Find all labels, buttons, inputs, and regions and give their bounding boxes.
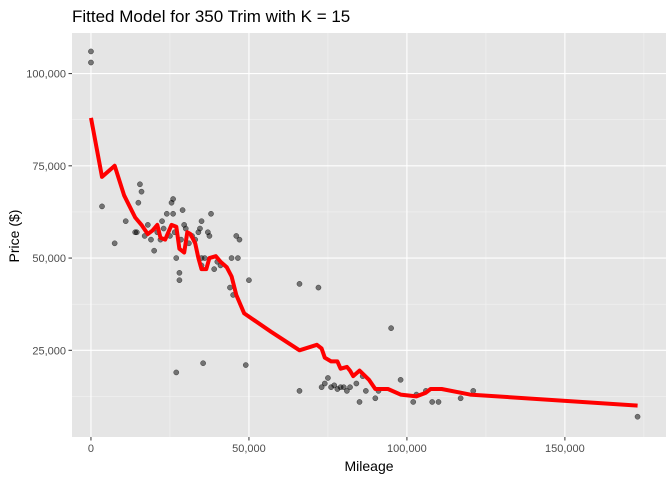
data-point xyxy=(397,376,404,383)
data-point xyxy=(197,225,203,232)
data-point xyxy=(160,225,167,232)
data-point xyxy=(99,203,105,210)
data-point xyxy=(111,240,118,247)
data-point xyxy=(176,277,183,284)
data-point xyxy=(151,247,157,254)
data-point xyxy=(122,218,129,225)
data-point xyxy=(163,210,170,217)
data-point xyxy=(353,380,360,387)
data-point xyxy=(159,218,165,225)
data-point xyxy=(133,229,140,236)
data-point xyxy=(435,399,442,405)
data-point xyxy=(236,236,243,243)
data-point xyxy=(296,388,303,394)
data-point xyxy=(372,395,379,402)
data-point xyxy=(321,380,328,387)
data-point xyxy=(179,207,186,213)
minor-gridlines xyxy=(72,33,666,437)
data-point xyxy=(388,325,394,332)
x-axis: 0 50,000 100,000 150,000 xyxy=(88,437,585,455)
x-tick-label: 150,000 xyxy=(545,443,585,455)
fitted-line xyxy=(89,117,638,408)
data-point xyxy=(208,210,214,217)
data-point xyxy=(200,360,206,367)
x-tick-label: 0 xyxy=(88,443,94,455)
data-point xyxy=(315,284,322,291)
data-point xyxy=(235,255,241,261)
data-point xyxy=(344,388,350,394)
data-point xyxy=(296,281,303,287)
data-point xyxy=(347,384,353,391)
data-point xyxy=(88,48,94,55)
data-point xyxy=(88,59,94,66)
x-axis-title: Mileage xyxy=(344,458,393,474)
data-point xyxy=(410,399,417,405)
x-tick-label: 50,000 xyxy=(232,443,266,455)
y-tick-label: 100,000 xyxy=(26,69,66,81)
data-point xyxy=(211,266,218,272)
data-point xyxy=(325,375,331,381)
data-point xyxy=(176,269,183,276)
data-point xyxy=(362,388,369,394)
data-point xyxy=(228,255,235,261)
y-axis-title: Price ($) xyxy=(6,210,22,263)
data-point xyxy=(206,233,213,239)
y-axis: 25,000 50,000 75,000 100,000 xyxy=(26,69,72,357)
y-tick-label: 50,000 xyxy=(32,253,66,265)
y-tick-label: 25,000 xyxy=(32,345,66,357)
data-point xyxy=(246,277,252,284)
data-point xyxy=(173,255,180,261)
fit-line-path xyxy=(89,117,638,408)
data-point xyxy=(135,199,142,206)
data-point xyxy=(318,384,325,391)
chart-title: Fitted Model for 350 Trim with K = 15 xyxy=(72,7,350,26)
data-point xyxy=(457,395,464,402)
data-point xyxy=(170,196,176,202)
data-point xyxy=(356,399,363,405)
data-point xyxy=(634,413,641,420)
data-point xyxy=(138,188,145,195)
data-point xyxy=(242,362,249,368)
data-point xyxy=(201,255,208,261)
data-point xyxy=(137,181,143,188)
data-point xyxy=(144,222,151,228)
major-gridlines xyxy=(72,33,666,437)
data-point xyxy=(173,369,180,376)
data-point xyxy=(233,233,240,239)
data-point xyxy=(340,384,347,391)
y-tick-label: 75,000 xyxy=(32,161,66,173)
data-point xyxy=(227,284,233,291)
data-point xyxy=(331,382,338,389)
data-point xyxy=(429,399,436,405)
data-point xyxy=(170,210,176,217)
data-point xyxy=(148,236,154,243)
x-tick-label: 100,000 xyxy=(387,443,427,455)
data-point xyxy=(198,218,205,225)
